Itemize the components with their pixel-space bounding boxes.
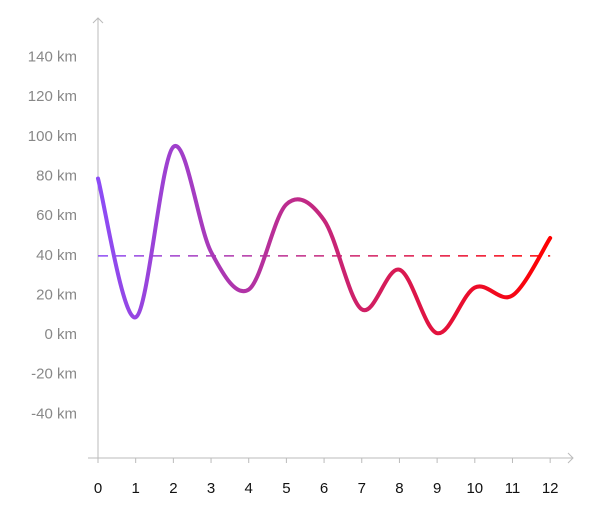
- x-tick-label: 12: [542, 480, 559, 497]
- x-tick-label: 9: [433, 480, 441, 497]
- x-tick-label: 5: [282, 480, 290, 497]
- x-tick-label: 7: [358, 480, 366, 497]
- x-tick-label: 3: [207, 480, 215, 497]
- x-tick-label: 8: [395, 480, 403, 497]
- y-tick-label: 60 km: [36, 207, 77, 224]
- y-tick-label: 140 km: [28, 49, 77, 66]
- x-tick-label: 0: [94, 480, 102, 497]
- x-tick-label: 1: [132, 480, 140, 497]
- y-axis: [92, 17, 104, 458]
- y-tick-label: 120 km: [28, 88, 77, 105]
- y-tick-label: 20 km: [36, 286, 77, 303]
- x-tick-label: 10: [466, 480, 483, 497]
- y-tick-label: 80 km: [36, 168, 77, 185]
- x-tick-label: 2: [169, 480, 177, 497]
- y-tick-label: -40 km: [31, 405, 77, 422]
- x-tick-label: 11: [505, 480, 521, 497]
- x-axis: [88, 452, 574, 464]
- y-tick-label: 0 km: [44, 326, 77, 343]
- axes: [88, 17, 574, 464]
- y-tick-label: -20 km: [31, 366, 77, 383]
- data-line: [96, 144, 553, 336]
- x-tick-label: 4: [245, 480, 253, 497]
- y-tick-label: 40 km: [36, 247, 77, 264]
- y-tick-label: 100 km: [28, 128, 77, 145]
- x-tick-label: 6: [320, 480, 328, 497]
